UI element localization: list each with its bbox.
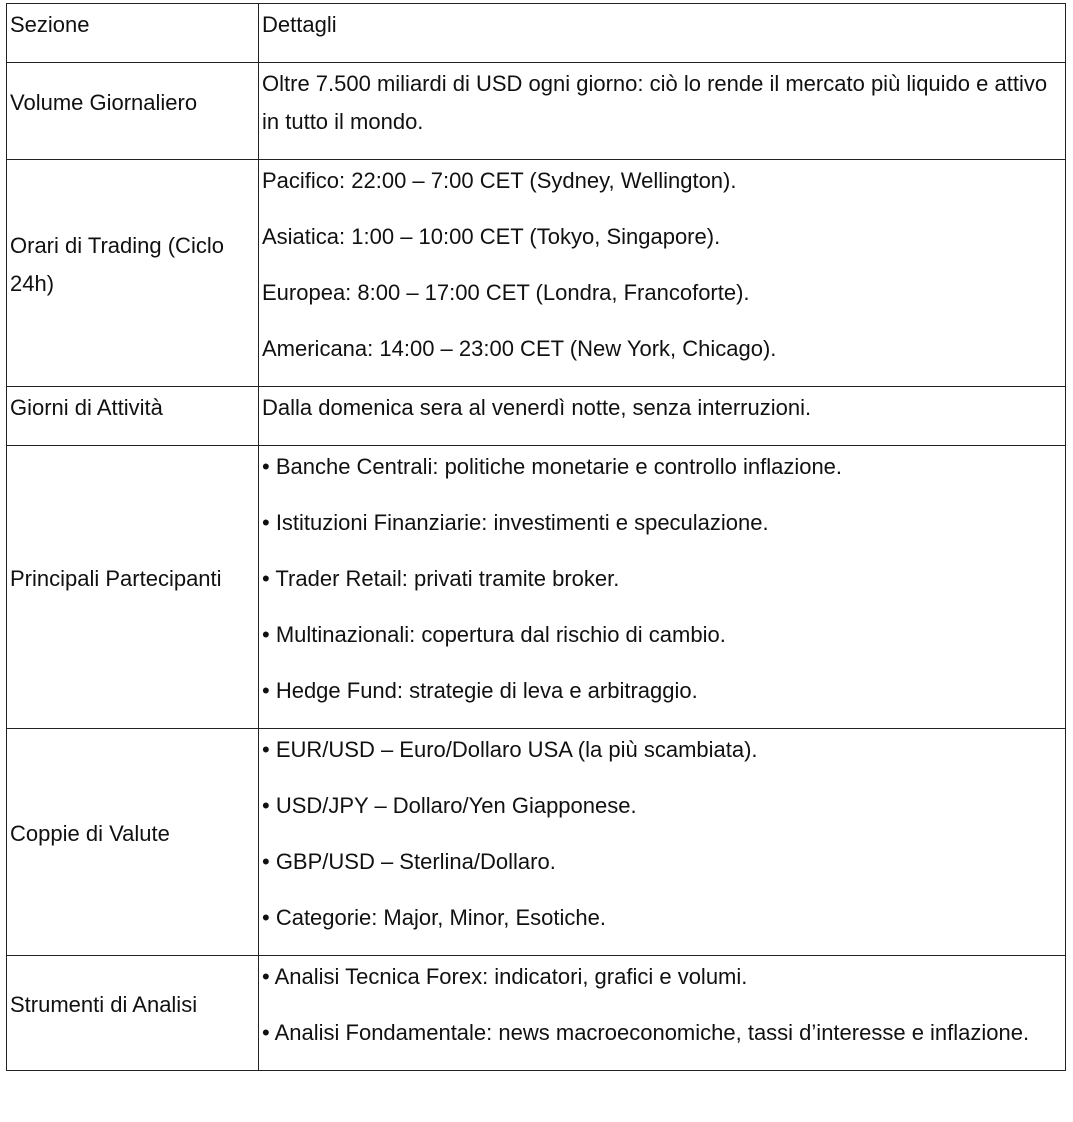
list-item: • Trader Retail: privati tramite broker. [262,566,620,591]
section-label: Principali Partecipanti [10,566,222,591]
header-cell-section: Sezione [6,3,259,63]
section-cell: Orari di Trading (Ciclo 24h) [6,159,259,387]
section-label: Giorni di Attività [10,395,163,420]
section-cell: Giorni di Attività [6,386,259,446]
section-label: Volume Giornaliero [10,90,198,115]
section-cell: Principali Partecipanti [6,445,259,729]
details-cell: • Banche Centrali: politiche monetarie e… [258,445,1066,729]
list-item: • Istituzioni Finanziarie: investimenti … [262,510,769,535]
details-cell: Oltre 7.500 miliardi di USD ogni giorno:… [258,62,1066,160]
detail-text: Dalla domenica sera al venerdì notte, se… [262,395,812,420]
detail-text: Asiatica: 1:00 – 10:00 CET (Tokyo, Singa… [262,224,721,249]
section-label: Strumenti di Analisi [10,992,198,1017]
detail-text: Pacifico: 22:00 – 7:00 CET (Sydney, Well… [262,168,737,193]
list-item: • Multinazionali: copertura dal rischio … [262,622,726,647]
header-label: Sezione [10,12,90,37]
table-row: Orari di Trading (Ciclo 24h) Pacifico: 2… [6,159,1066,387]
list-item: • Categorie: Major, Minor, Esotiche. [262,905,606,930]
table-row: Giorni di Attività Dalla domenica sera a… [6,386,1066,446]
list-item: • Analisi Fondamentale: news macroeconom… [262,1020,1030,1045]
detail-text: Oltre 7.500 miliardi di USD ogni giorno:… [262,71,1048,134]
section-label: Coppie di Valute [10,821,170,846]
list-item: • Analisi Tecnica Forex: indicatori, gra… [262,964,748,989]
section-cell: Strumenti di Analisi [6,955,259,1071]
detail-text: Europea: 8:00 – 17:00 CET (Londra, Franc… [262,280,750,305]
details-cell: • Analisi Tecnica Forex: indicatori, gra… [258,955,1066,1071]
table-row: Strumenti di Analisi • Analisi Tecnica F… [6,955,1066,1071]
header-label: Dettagli [262,12,337,37]
list-item: • USD/JPY – Dollaro/Yen Giapponese. [262,793,637,818]
forex-info-table: Sezione Dettagli Volume Giornaliero Oltr… [6,3,1066,1071]
list-item: • Hedge Fund: strategie di leva e arbitr… [262,678,698,703]
details-cell: Dalla domenica sera al venerdì notte, se… [258,386,1066,446]
table-row: Principali Partecipanti • Banche Central… [6,445,1066,729]
details-cell: • EUR/USD – Euro/Dollaro USA (la più sca… [258,728,1066,956]
list-item: • GBP/USD – Sterlina/Dollaro. [262,849,556,874]
section-cell: Volume Giornaliero [6,62,259,160]
table-row: Volume Giornaliero Oltre 7.500 miliardi … [6,62,1066,160]
header-cell-details: Dettagli [258,3,1066,63]
detail-text: Americana: 14:00 – 23:00 CET (New York, … [262,336,777,361]
section-cell: Coppie di Valute [6,728,259,956]
list-item: • EUR/USD – Euro/Dollaro USA (la più sca… [262,737,758,762]
details-cell: Pacifico: 22:00 – 7:00 CET (Sydney, Well… [258,159,1066,387]
list-item: • Banche Centrali: politiche monetarie e… [262,454,843,479]
table-row: Coppie di Valute • EUR/USD – Euro/Dollar… [6,728,1066,956]
section-label: Orari di Trading (Ciclo 24h) [10,233,224,296]
table-header-row: Sezione Dettagli [6,3,1066,63]
